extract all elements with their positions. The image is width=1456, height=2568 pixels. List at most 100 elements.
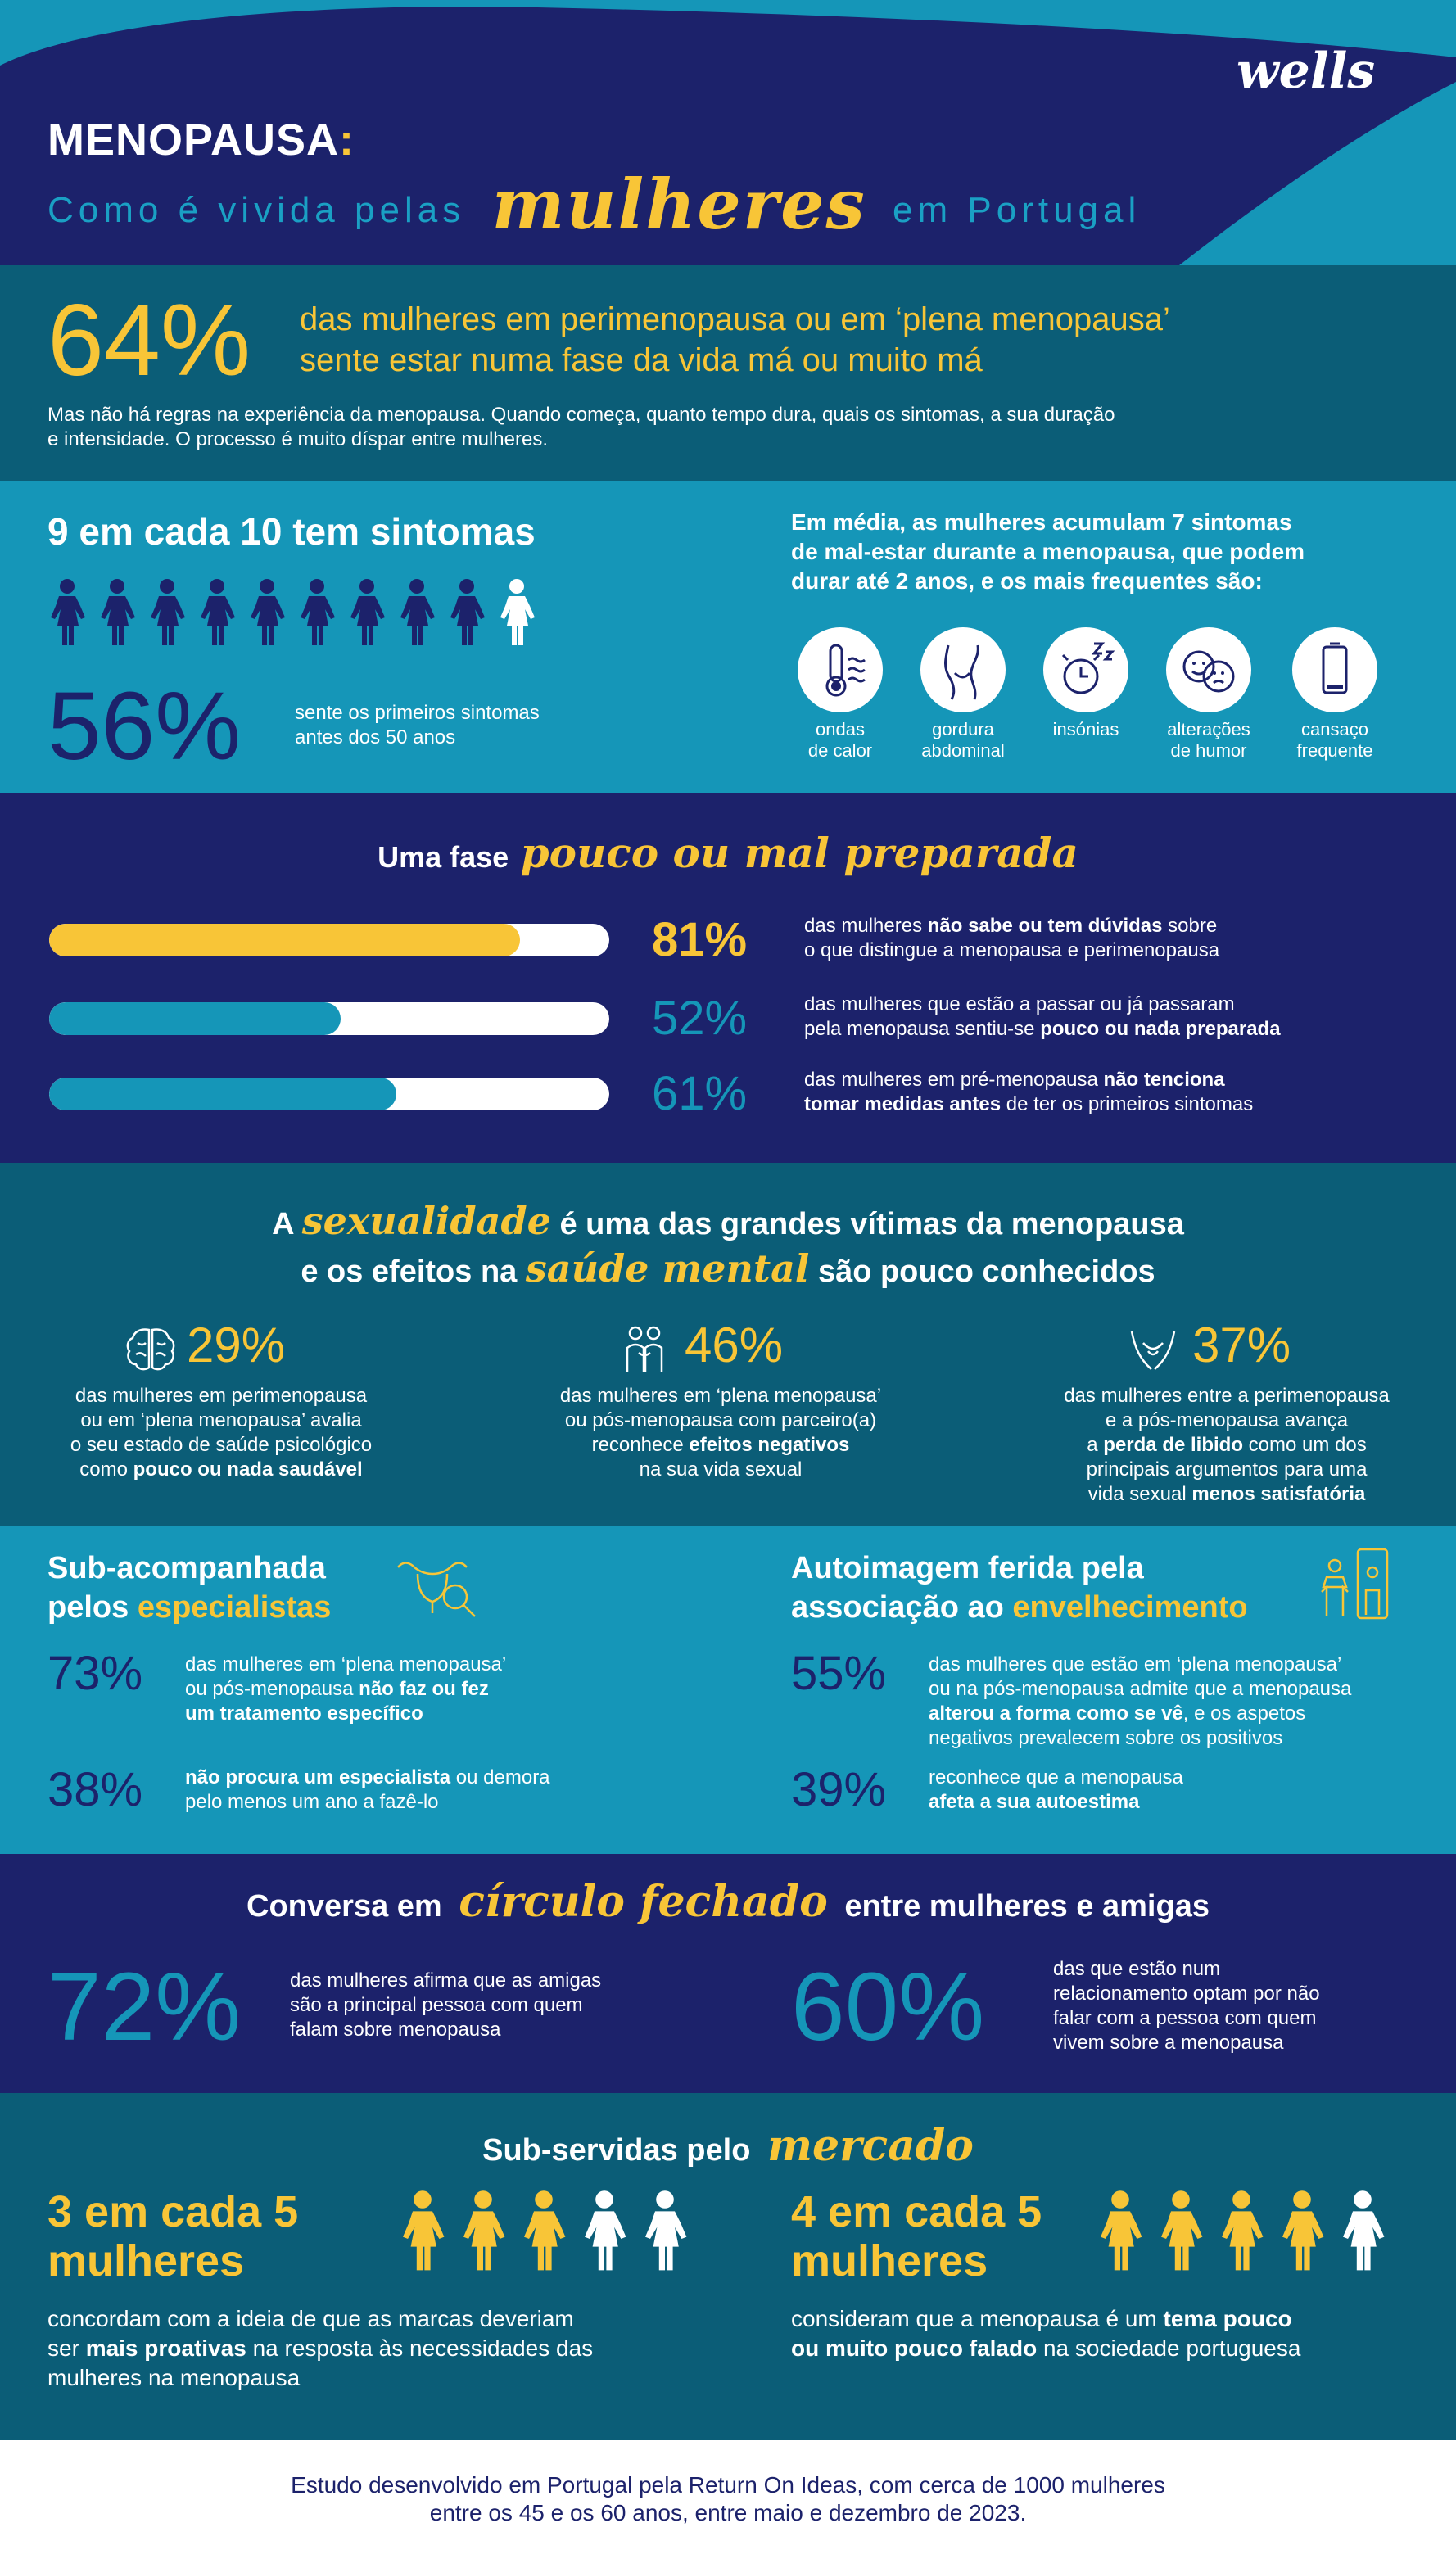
row0-line2: o que distingue a menopausa e perimenopa… bbox=[804, 939, 1220, 961]
title-main: MENOPAUSA bbox=[47, 115, 340, 165]
footer-line-2: entre os 45 e os 60 anos, entre maio e d… bbox=[429, 2500, 1027, 2525]
stat-29-pct: 29% bbox=[187, 1318, 286, 1372]
bar-81 bbox=[49, 924, 609, 956]
icon-label-mood: alterações de humor bbox=[1167, 719, 1250, 761]
bar-52 bbox=[49, 1002, 609, 1035]
person-icon-with-symptoms bbox=[101, 579, 135, 645]
footer: Estudo desenvolvido em Portugal pela Ret… bbox=[0, 2440, 1456, 2568]
header: wells MENOPAUSA: Como é vivida pelas mul… bbox=[0, 0, 1456, 265]
circle-section: Conversa em círculo fechado entre mulher… bbox=[0, 1854, 1456, 2093]
intro-headline-1: das mulheres em perimenopausa ou em ‘ple… bbox=[300, 301, 1170, 337]
stat-46-text: das mulheres em ‘plena menopausa’ ou pós… bbox=[559, 1385, 882, 1481]
symptoms-pct: 56% bbox=[47, 672, 242, 780]
symptoms-pct-text-1: sente os primeiros sintomas bbox=[295, 702, 540, 724]
self-39-text: reconhece que a menopausa afeta a sua au… bbox=[929, 1766, 1183, 1813]
symptoms-right-2: de mal-estar durante a menopausa, que po… bbox=[791, 539, 1305, 564]
selfimage-heading-2: associação ao envelhecimento bbox=[791, 1590, 1248, 1625]
stat-37-text: das mulheres entre a perimenopausa e a p… bbox=[1064, 1385, 1390, 1505]
mood-faces-icon bbox=[1166, 627, 1251, 712]
sexuality-heading-1: A sexualidade é uma das grandes vítimas … bbox=[272, 1199, 1184, 1243]
person-icon-with-symptoms bbox=[201, 579, 235, 645]
circle-72-text: das mulheres afirma que as amigas são a … bbox=[290, 1969, 602, 2041]
market-left-h2: mulheres bbox=[47, 2236, 245, 2285]
symptoms-heading: 9 em cada 10 tem sintomas bbox=[47, 510, 536, 553]
person-icon-with-symptoms bbox=[301, 579, 335, 645]
header-wave bbox=[0, 0, 1456, 265]
row1-line2: pela menopausa sentiu-se pouco ou nada p… bbox=[804, 1018, 1281, 1040]
intro-headline-2: sente estar numa fase da vida má ou muit… bbox=[300, 342, 983, 378]
person-icon-filled bbox=[1222, 2190, 1264, 2271]
specialists-heading-2: pelos especialistas bbox=[47, 1590, 332, 1625]
self-55-text: das mulheres que estão em ‘plena menopau… bbox=[929, 1653, 1352, 1749]
uterus-magnifier-icon bbox=[397, 1562, 476, 1617]
stat-29-text: das mulheres em perimenopausa ou em ‘ple… bbox=[70, 1385, 373, 1481]
prepared-heading-pre: Uma fase bbox=[378, 840, 509, 874]
market-right-h1: 4 em cada 5 bbox=[791, 2187, 1042, 2236]
alarm-clock-icon bbox=[1043, 627, 1128, 712]
spec-38-text: não procura um especialista ou demora pe… bbox=[185, 1766, 550, 1813]
symptoms-right-1: Em média, as mulheres acumulam 7 sintoma… bbox=[791, 509, 1292, 535]
self-39-pct: 39% bbox=[791, 1763, 887, 1816]
subtitle-script: mulheres bbox=[491, 164, 866, 245]
intro-big-pct: 64% bbox=[47, 284, 251, 397]
intro-body-2: e intensidade. O processo é muito díspar… bbox=[47, 428, 548, 450]
icon-label-insomnia: insónias bbox=[1052, 719, 1119, 739]
symptoms-people-row bbox=[51, 579, 535, 645]
pct-52: 52% bbox=[652, 992, 748, 1045]
circle-heading: Conversa em círculo fechado entre mulher… bbox=[246, 1877, 1210, 1927]
icon-label-hot-flashes: ondas de calor bbox=[807, 719, 873, 761]
spec-73-text: das mulheres em ‘plena menopausa’ ou pós… bbox=[185, 1653, 507, 1725]
person-icon-with-symptoms bbox=[400, 579, 435, 645]
person-icon-filled bbox=[524, 2190, 566, 2271]
couple-icon bbox=[626, 1326, 663, 1372]
person-icon-filled bbox=[1161, 2190, 1203, 2271]
row0-line1: das mulheres não sabe ou tem dúvidas sob… bbox=[804, 915, 1218, 937]
self-55-pct: 55% bbox=[791, 1647, 887, 1700]
spec-38-pct: 38% bbox=[47, 1763, 143, 1816]
sexuality-heading-2: e os efeitos na saúde mental são pouco c… bbox=[301, 1246, 1155, 1291]
person-icon-with-symptoms bbox=[251, 579, 285, 645]
row2-line2: tomar medidas antes de ter os primeiros … bbox=[804, 1093, 1254, 1115]
market-heading: Sub-servidas pelo mercado bbox=[482, 2121, 974, 2171]
circle-60-text: das que estão num relacionamento optam p… bbox=[1053, 1958, 1320, 2054]
row2-line1: das mulheres em pré-menopausa não tencio… bbox=[804, 1069, 1225, 1091]
person-icon-empty bbox=[645, 2190, 687, 2271]
pct-81: 81% bbox=[652, 913, 748, 966]
icon-label-belly-fat: gordura abdominal bbox=[921, 719, 1005, 761]
circle-72-pct: 72% bbox=[47, 1953, 242, 2061]
person-icon-with-symptoms bbox=[450, 579, 485, 645]
market-left-h1: 3 em cada 5 bbox=[47, 2187, 299, 2236]
symptoms-section: 9 em cada 10 tem sintomas 56% sente os p… bbox=[0, 482, 1456, 793]
symptoms-pct-text-2: antes dos 50 anos bbox=[295, 726, 456, 748]
person-icon-filled bbox=[1282, 2190, 1324, 2271]
market-left-people bbox=[403, 2190, 687, 2271]
person-icon-filled bbox=[403, 2190, 445, 2271]
prepared-heading: Uma fase pouco ou mal preparada bbox=[0, 829, 1456, 877]
person-icon-with-symptoms bbox=[151, 579, 185, 645]
battery-icon bbox=[1292, 627, 1377, 712]
person-icon-empty bbox=[1343, 2190, 1385, 2271]
market-section: Sub-servidas pelo mercado 3 em cada 5 mu… bbox=[0, 2093, 1456, 2440]
brain-icon bbox=[126, 1328, 175, 1371]
subtitle-after: em Portugal bbox=[893, 190, 1142, 230]
pct-61: 61% bbox=[652, 1067, 748, 1120]
prepared-section: Uma fase pouco ou mal preparada 81% das … bbox=[0, 793, 1456, 1163]
mirror-icon bbox=[1321, 1548, 1389, 1620]
person-icon-filled bbox=[1101, 2190, 1142, 2271]
market-right-h2: mulheres bbox=[791, 2236, 988, 2285]
thermometer-icon bbox=[798, 627, 883, 712]
person-icon-with-symptoms bbox=[51, 579, 85, 645]
prepared-heading-script: pouco ou mal preparada bbox=[520, 829, 1078, 877]
market-right-people bbox=[1101, 2190, 1385, 2271]
market-right-text: consideram que a menopausa é um tema pou… bbox=[791, 2306, 1301, 2361]
spec-73-pct: 73% bbox=[47, 1647, 143, 1700]
row1-line1: das mulheres que estão a passar ou já pa… bbox=[804, 993, 1235, 1015]
market-left-text: concordam com a ideia de que as marcas d… bbox=[47, 2306, 594, 2390]
sexuality-section: A sexualidade é uma das grandes vítimas … bbox=[0, 1163, 1456, 1526]
pelvis-icon bbox=[1130, 1331, 1176, 1370]
page-title: MENOPAUSA: bbox=[47, 115, 355, 165]
bar-fill-52 bbox=[49, 1002, 341, 1035]
intro-section: 64% das mulheres em perimenopausa ou em … bbox=[0, 265, 1456, 482]
person-icon-without-symptoms bbox=[500, 579, 535, 645]
brand-logo: wells bbox=[1237, 43, 1376, 100]
